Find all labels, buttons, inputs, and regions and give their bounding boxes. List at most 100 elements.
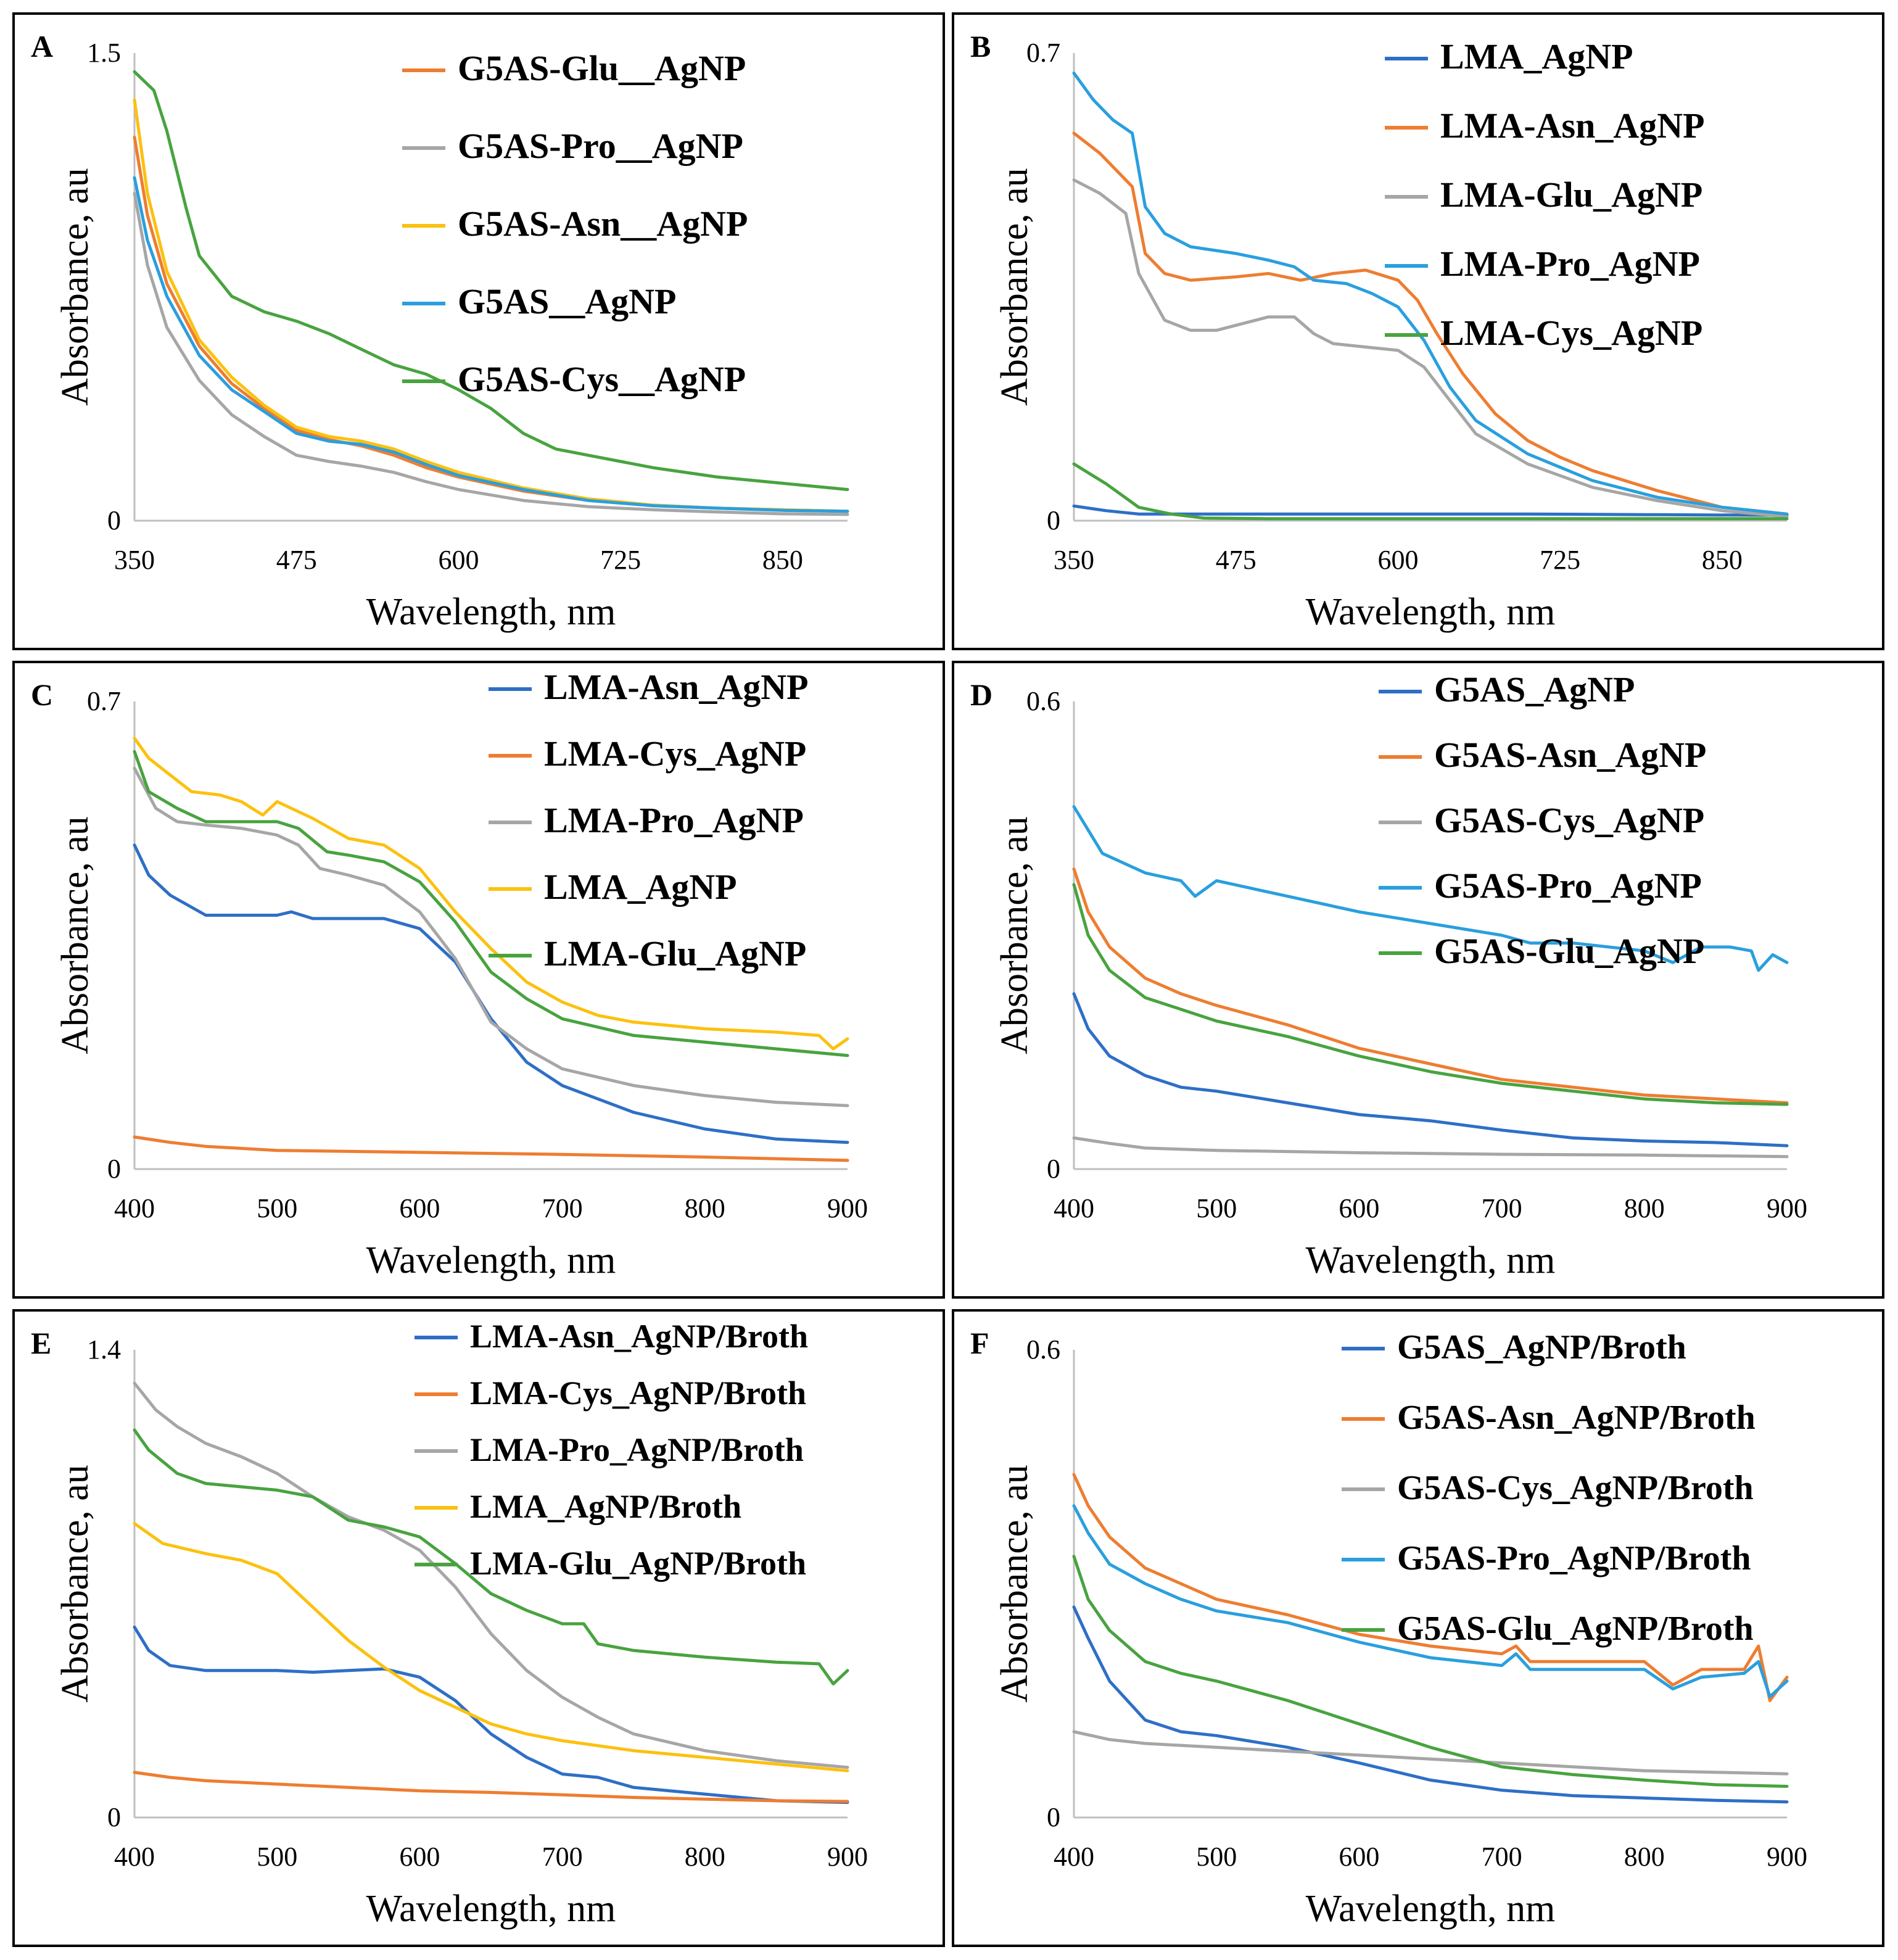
panel-frame [12, 1309, 945, 1947]
y-axis-title: Absorbance, au [994, 1465, 1036, 1703]
x-tick-label: 600 [1339, 1842, 1379, 1872]
legend-entry-lma-glu-agnp: LMA-Glu_AgNP [544, 933, 806, 974]
x-tick-label: 600 [1339, 1193, 1379, 1223]
legend-entry-g5as-cys-agnp-broth: G5AS-Cys_AgNP/Broth [1397, 1469, 1754, 1507]
x-tick-label: 800 [685, 1842, 725, 1872]
series-line-lma-pro-agnp [133, 766, 849, 1107]
legend-entry-g5as-cys-agnp: G5AS-Cys__AgNP [458, 359, 746, 399]
x-tick-label: 475 [1216, 545, 1256, 575]
y-tick-label: 0 [1047, 1154, 1060, 1184]
series-line-g5as-asn-agnp [1072, 867, 1789, 1105]
series-line-lma-glu-agnp [1072, 178, 1789, 518]
panel-label: A [31, 29, 53, 64]
y-tick-label: 0 [107, 1802, 121, 1832]
legend-entry-lma-glu-agnp: LMA-Glu_AgNP [1440, 175, 1702, 215]
panel-label: E [31, 1326, 51, 1360]
series-line-g5as-agnp-broth [1072, 1605, 1789, 1804]
panel-f: F 0 0.6 400 500 600 700 800 900 Wavelength, nm Abs… [952, 1309, 1884, 1947]
x-tick-label: 700 [542, 1842, 583, 1872]
series-line-g5as-pro-agnp [133, 191, 849, 516]
series-line-lma-glu-agnp [133, 750, 849, 1057]
panel-e: E 0 1.4 400 500 600 700 800 900 Wavelength, nm Abs… [12, 1309, 945, 1947]
y-axis-title: Absorbance, au [54, 816, 96, 1054]
legend-entry-lma-cys-agnp: LMA-Cys_AgNP [1440, 313, 1702, 353]
legend-entry-g5as-glu-agnp-broth: G5AS-Glu_AgNP/Broth [1397, 1610, 1754, 1648]
y-tick-label: 0 [107, 505, 121, 535]
series-line-g5as-asn-agnp-broth [1072, 1473, 1789, 1702]
x-axis-title: Wavelength, nm [366, 591, 616, 633]
x-tick-label: 700 [542, 1193, 583, 1223]
legend-entry-lma-agnp-broth: LMA_AgNP/Broth [470, 1488, 741, 1525]
x-tick-label: 800 [1624, 1193, 1665, 1223]
panel-d: D 0 0.6 400 500 600 700 800 900 Wavelength, nm Abs… [952, 661, 1884, 1299]
y-tick-label: 0.7 [1026, 38, 1060, 68]
series-line-lma-glu-agnp-broth [133, 1428, 849, 1685]
legend-entry-g5as-pro-agnp: G5AS-Pro__AgNP [458, 126, 743, 166]
x-tick-label: 900 [1767, 1842, 1807, 1872]
series-line-g5as-glu-agnp-broth [1072, 1555, 1789, 1788]
series-line-g5as-cys-agnp [133, 70, 849, 491]
x-tick-label: 500 [1196, 1842, 1237, 1872]
x-tick-label: 500 [1196, 1193, 1237, 1223]
y-tick-label: 0 [1047, 1802, 1060, 1832]
legend-entry-g5as-asn-agnp: G5AS-Asn_AgNP [1434, 735, 1707, 775]
panel-label: D [970, 677, 992, 712]
x-tick-label: 600 [1377, 545, 1418, 575]
y-tick-label: 0 [1047, 505, 1060, 535]
x-axis-title: Wavelength, nm [366, 1239, 616, 1281]
legend-entry-g5as-agnp-broth: G5AS_AgNP/Broth [1397, 1328, 1686, 1367]
y-tick-label: 1.4 [87, 1334, 121, 1365]
series-line-g5as-agnp [133, 176, 849, 513]
x-tick-label: 800 [1624, 1842, 1665, 1872]
x-tick-label: 350 [114, 545, 155, 575]
y-tick-label: 1.5 [87, 38, 121, 68]
series-line-lma-cys-agnp [133, 1135, 849, 1162]
legend-entry-lma-cys-agnp-broth: LMA-Cys_AgNP/Broth [470, 1375, 806, 1412]
series-line-lma-agnp-broth [133, 1522, 849, 1772]
panel-label: B [970, 29, 991, 64]
x-tick-label: 400 [114, 1842, 155, 1872]
panel-b: B 0 0.7 350 475 600 725 850 Wavelength, nm Absorb… [952, 12, 1884, 650]
x-tick-label: 900 [1767, 1193, 1807, 1223]
y-tick-label: 0.7 [87, 686, 121, 716]
series-line-lma-pro-agnp [1072, 72, 1789, 516]
series-line-lma-asn-agnp-broth [133, 1625, 849, 1805]
series-line-g5as-cys-agnp-broth [1072, 1730, 1789, 1776]
y-axis-title: Absorbance, au [54, 1465, 96, 1703]
legend-entry-lma-cys-agnp: LMA-Cys_AgNP [544, 734, 806, 774]
series-line-lma-agnp [133, 737, 849, 1051]
y-tick-label: 0.6 [1026, 686, 1060, 716]
y-axis-title: Absorbance, au [994, 168, 1036, 406]
legend-entry-g5as-cys-agnp: G5AS-Cys_AgNP [1434, 800, 1704, 840]
series-line-g5as-pro-agnp-broth [1072, 1504, 1789, 1698]
x-tick-label: 400 [114, 1193, 155, 1223]
y-tick-label: 0.6 [1026, 1334, 1060, 1365]
y-tick-label: 0 [107, 1154, 121, 1184]
series-line-lma-asn-agnp [133, 843, 849, 1144]
x-tick-label: 400 [1054, 1193, 1094, 1223]
series-line-lma-cys-agnp [1072, 462, 1789, 521]
series-line-lma-asn-agnp [1072, 131, 1789, 516]
panel-label: C [31, 677, 53, 712]
legend-entry-g5as-asn-agnp-broth: G5AS-Asn_AgNP/Broth [1397, 1399, 1756, 1437]
legend-entry-lma-asn-agnp: LMA-Asn_AgNP [544, 667, 809, 707]
panel-c: C 0 0.7 400 500 600 700 800 900 Wavelength, nm Abs… [12, 661, 945, 1299]
series-line-g5as-pro-agnp [1072, 805, 1789, 972]
x-tick-label: 350 [1054, 545, 1094, 575]
legend-entry-lma-agnp: LMA_AgNP [1440, 36, 1633, 76]
series-line-g5as-cys-agnp [1072, 1136, 1789, 1159]
x-tick-label: 900 [827, 1193, 868, 1223]
series-line-g5as-glu-agnp [1072, 883, 1789, 1106]
legend-entry-lma-pro-agnp: LMA-Pro_AgNP [544, 800, 804, 840]
x-tick-label: 600 [399, 1842, 440, 1872]
x-tick-label: 700 [1482, 1193, 1522, 1223]
x-tick-label: 900 [827, 1842, 868, 1872]
panel-frame [12, 661, 945, 1299]
x-tick-label: 400 [1054, 1842, 1094, 1872]
x-tick-label: 600 [399, 1193, 440, 1223]
x-tick-label: 850 [1702, 545, 1743, 575]
x-axis-title: Wavelength, nm [1306, 591, 1556, 633]
x-tick-label: 725 [1540, 545, 1580, 575]
x-tick-label: 500 [257, 1193, 297, 1223]
